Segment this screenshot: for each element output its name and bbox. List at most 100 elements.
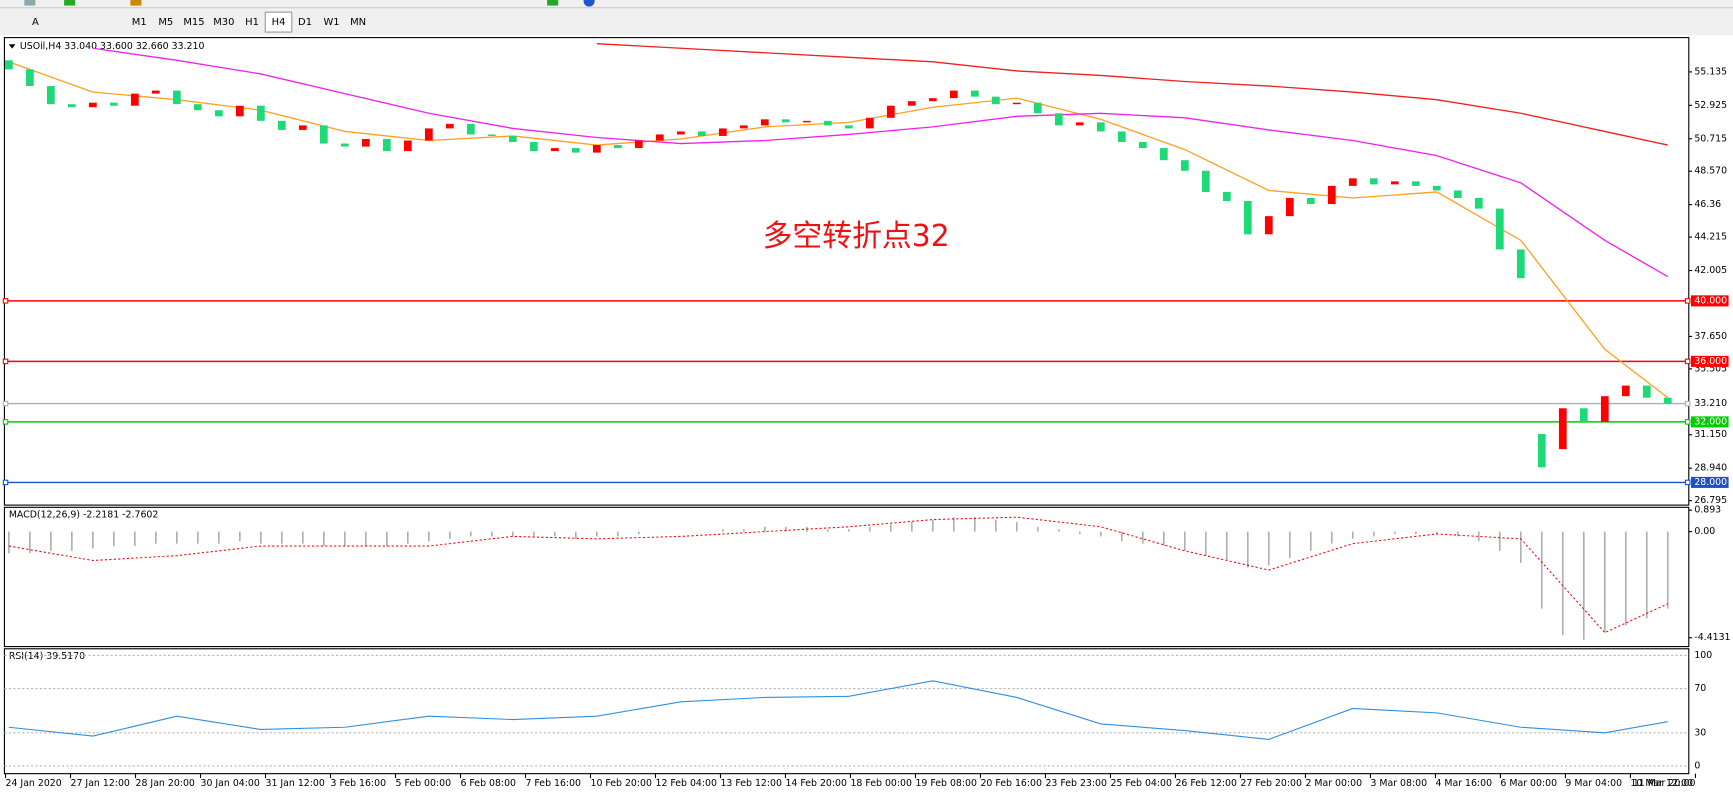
timeframe-button[interactable]: MN — [350, 17, 366, 28]
candle — [256, 105, 265, 121]
timeframe-button[interactable]: M1 — [132, 17, 147, 28]
text-tool[interactable]: A — [32, 17, 39, 28]
candle — [340, 143, 349, 147]
level-handle[interactable] — [1684, 358, 1691, 365]
candle — [1033, 102, 1042, 114]
level-label-box — [1691, 476, 1729, 488]
x-tick-label: 3 Mar 08:00 — [1370, 778, 1427, 789]
x-tick-label: 18 Feb 00:00 — [850, 778, 912, 789]
candle — [1348, 178, 1357, 186]
candle — [1138, 142, 1147, 149]
candle — [1054, 113, 1063, 126]
candle — [1558, 408, 1567, 450]
y-tick-label: 52.925 — [1694, 100, 1727, 111]
x-tick-label: 23 Feb 23:00 — [1045, 778, 1107, 789]
level-handle[interactable] — [2, 479, 9, 486]
x-tick-label: 10 Feb 20:00 — [590, 778, 652, 789]
x-tick-label: 4 Mar 16:00 — [1435, 778, 1492, 789]
timeframe-button[interactable]: M30 — [213, 17, 234, 28]
candle — [1432, 185, 1441, 191]
level-label: 28.000 — [1694, 477, 1727, 488]
candle — [424, 128, 433, 141]
level-handle[interactable] — [2, 419, 9, 425]
timeframe-button[interactable]: H1 — [245, 17, 259, 28]
x-tick-label: 19 Feb 08:00 — [915, 778, 977, 789]
timeframe-button[interactable]: H4 — [272, 17, 286, 28]
price-panel — [3, 37, 1690, 506]
level-label-box — [1691, 398, 1729, 410]
timeframe-button[interactable]: D1 — [298, 17, 312, 28]
candle — [1117, 131, 1126, 143]
icon[interactable] — [547, 0, 559, 6]
y-tick-label: 0.00 — [1694, 526, 1715, 537]
level-handle[interactable] — [1684, 298, 1691, 304]
y-tick-label: 31.150 — [1694, 429, 1727, 440]
timeframe-button[interactable]: W1 — [323, 17, 339, 28]
x-tick-label: 6 Feb 08:00 — [460, 778, 516, 789]
candle — [1201, 170, 1210, 192]
icon[interactable] — [130, 0, 142, 6]
level-label: 33.210 — [1694, 398, 1727, 409]
x-tick-label: 25 Feb 04:00 — [1110, 778, 1172, 789]
x-tick-label: 14 Feb 20:00 — [785, 778, 847, 789]
candle — [634, 140, 643, 149]
y-tick-label: 44.215 — [1694, 232, 1727, 243]
candle — [1075, 122, 1084, 126]
candle — [907, 101, 916, 106]
candle — [1642, 385, 1651, 398]
candle — [739, 125, 748, 129]
candle — [1222, 191, 1231, 202]
candle — [1327, 185, 1336, 205]
candle — [1453, 190, 1462, 198]
timeframe-button[interactable]: M5 — [158, 17, 173, 28]
candle — [382, 138, 391, 152]
candle — [1306, 197, 1315, 205]
candle — [655, 134, 664, 141]
y-tick-label: 0.893 — [1694, 505, 1721, 516]
candle — [151, 90, 160, 94]
indicator-title: MACD(12,26,9) -2.2181 -2.7602 — [9, 510, 159, 521]
moving-average — [596, 43, 1668, 146]
candle — [319, 125, 328, 144]
y-tick-label: 55.135 — [1694, 66, 1727, 77]
candle — [760, 119, 769, 126]
x-tick-label: 2 Mar 00:00 — [1305, 778, 1362, 789]
candle — [529, 142, 538, 152]
x-tick-label: 30 Jan 04:00 — [201, 778, 260, 789]
candle — [235, 105, 244, 117]
level-handle[interactable] — [1684, 479, 1691, 486]
icon[interactable] — [24, 0, 36, 6]
candle — [1537, 433, 1546, 468]
level-handle[interactable] — [2, 400, 9, 407]
level-handle[interactable] — [2, 358, 9, 365]
x-tick-label: 11 Mar 20:00 — [1633, 778, 1696, 789]
icon[interactable] — [583, 0, 595, 7]
candle — [697, 131, 706, 136]
y-tick-label: 100 — [1694, 650, 1712, 661]
level-handle[interactable] — [1684, 400, 1691, 407]
chart-area — [0, 37, 1733, 798]
candle — [1474, 197, 1483, 209]
rsi-panel — [3, 648, 1690, 775]
macd-panel — [3, 506, 1690, 648]
candle — [88, 102, 97, 108]
candle — [1012, 102, 1021, 105]
level-label: 40.000 — [1694, 295, 1727, 306]
y-tick-label: 50.715 — [1694, 133, 1727, 144]
level-handle[interactable] — [1684, 419, 1691, 425]
y-tick-label: 46.36 — [1694, 199, 1721, 210]
candle — [109, 102, 118, 106]
candle — [361, 138, 370, 147]
candle — [1516, 249, 1525, 279]
timeframe-button[interactable]: M15 — [183, 17, 204, 28]
level-label-box — [1691, 416, 1729, 428]
x-tick-label: 24 Jan 2020 — [6, 778, 62, 789]
icon[interactable] — [64, 0, 76, 6]
y-tick-label: 37.650 — [1694, 331, 1727, 342]
candle — [970, 90, 979, 97]
x-tick-label: 5 Feb 00:00 — [396, 778, 452, 789]
level-handle[interactable] — [2, 298, 9, 304]
timeframe-bar: A M1 M5 M15 M30 H1 H4 D1 W1 MN — [32, 11, 366, 33]
collapse-arrow[interactable] — [8, 44, 16, 49]
